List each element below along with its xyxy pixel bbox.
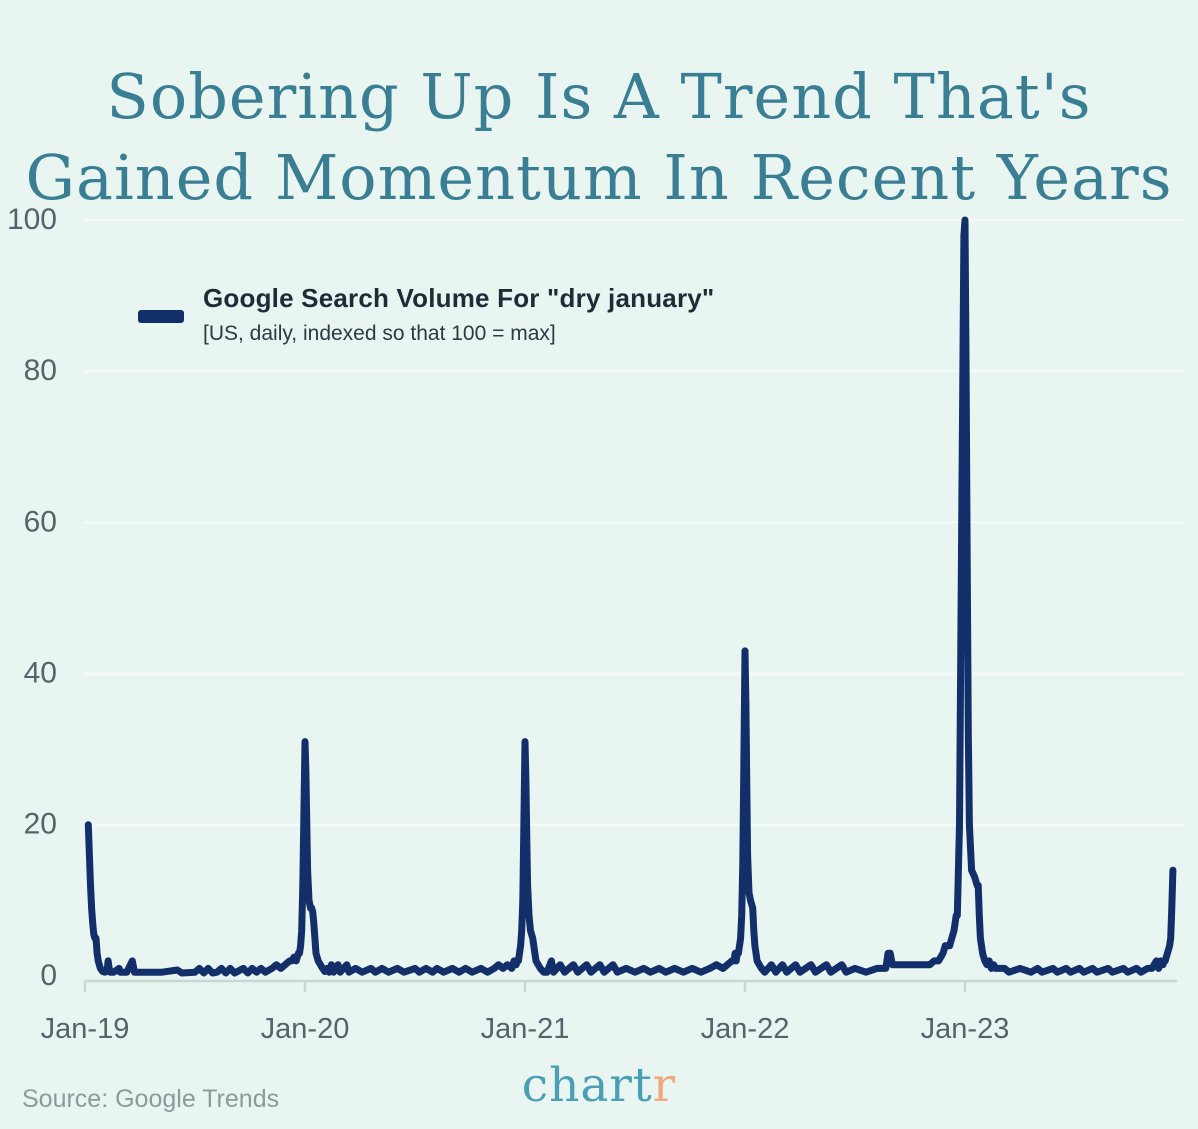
legend: Google Search Volume For "dry january" [… (138, 283, 714, 346)
legend-sublabel: [US, daily, indexed so that 100 = max] (203, 322, 556, 345)
chartr-logo: chartr (0, 1058, 1198, 1113)
y-tick-label-100: 100 (7, 203, 57, 236)
x-tick-label-Jan-20: Jan-20 (261, 1013, 350, 1045)
chart-title-line1: Sobering Up Is A Trend That's (106, 59, 1092, 133)
chartr-logo-chart: chart (521, 1058, 653, 1113)
x-tick-label-Jan-23: Jan-23 (921, 1013, 1010, 1045)
chartr-logo-r: r (652, 1058, 677, 1113)
source-note: Source: Google Trends (22, 1085, 280, 1113)
x-tick-label-Jan-19: Jan-19 (41, 1013, 130, 1045)
x-tick-label-Jan-22: Jan-22 (701, 1013, 790, 1045)
y-tick-label-20: 20 (24, 808, 57, 841)
y-tick-label-40: 40 (24, 657, 57, 690)
y-tick-label-60: 60 (24, 505, 57, 538)
y-tick-label-0: 0 (40, 959, 57, 992)
x-tick-label-Jan-21: Jan-21 (481, 1013, 570, 1045)
chart-title: Sobering Up Is A Trend That's Gained Mome… (0, 56, 1198, 220)
legend-text: Google Search Volume For "dry january" [… (203, 283, 714, 346)
series-line (84, 216, 1177, 977)
legend-line-swatch (138, 310, 184, 323)
chart-title-line2: Gained Momentum In Recent Years (25, 141, 1173, 215)
legend-label: Google Search Volume For "dry january" (203, 283, 715, 313)
y-tick-label-80: 80 (24, 354, 57, 387)
